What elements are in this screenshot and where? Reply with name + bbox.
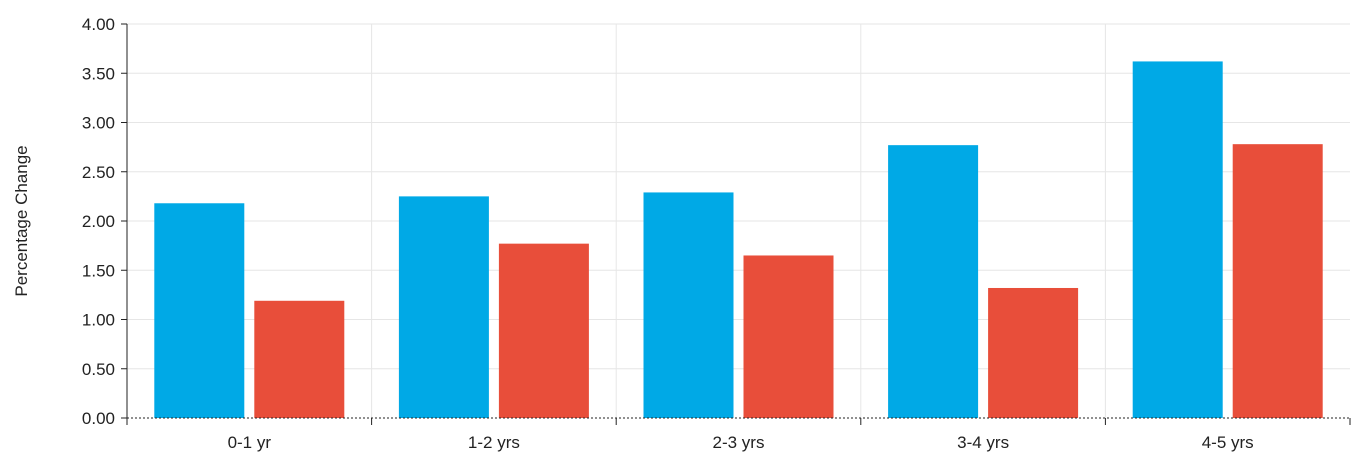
- y-tick-labels: 0.00 0.50 1.00 1.50 2.00 2.50 3.00 3.50 4.00: [82, 15, 115, 428]
- bar-series-1-2-3-yrs: [643, 192, 734, 418]
- y-tick-label: 2.50: [82, 163, 115, 182]
- y-tick-label: 4.00: [82, 15, 115, 34]
- x-tick-label: 0-1 yr: [228, 433, 272, 452]
- x-tick-label: 3-4 yrs: [957, 433, 1009, 452]
- bar-series-2-3-4-yrs: [988, 287, 1079, 418]
- y-tick-label: 1.00: [82, 311, 115, 330]
- y-tick-label: 1.50: [82, 261, 115, 280]
- y-axis-title: Percentage Change: [12, 145, 31, 296]
- x-tick-labels: 0-1 yr 1-2 yrs 2-3 yrs 3-4 yrs 4-5 yrs: [228, 433, 1254, 452]
- bar-series-1-0-1-yr: [154, 203, 245, 418]
- bar-series-2-0-1-yr: [254, 300, 345, 418]
- bars: [154, 61, 1323, 419]
- y-tick-label: 3.00: [82, 114, 115, 133]
- bar-series-1-3-4-yrs: [888, 145, 979, 418]
- y-tick-label: 3.50: [82, 64, 115, 83]
- bar-series-1-4-5-yrs: [1132, 61, 1223, 419]
- x-tick-label: 2-3 yrs: [713, 433, 765, 452]
- x-tick-label: 1-2 yrs: [468, 433, 520, 452]
- bar-series-2-4-5-yrs: [1232, 144, 1323, 419]
- bar-series-2-1-2-yrs: [498, 243, 589, 418]
- x-tick-label: 4-5 yrs: [1202, 433, 1254, 452]
- y-tick-label: 0.50: [82, 360, 115, 379]
- y-tick-label: 0.00: [82, 409, 115, 428]
- y-tick-label: 2.00: [82, 212, 115, 231]
- axes: [121, 23, 1351, 425]
- bar-series-1-1-2-yrs: [398, 196, 489, 418]
- bar-series-2-2-3-yrs: [743, 255, 834, 418]
